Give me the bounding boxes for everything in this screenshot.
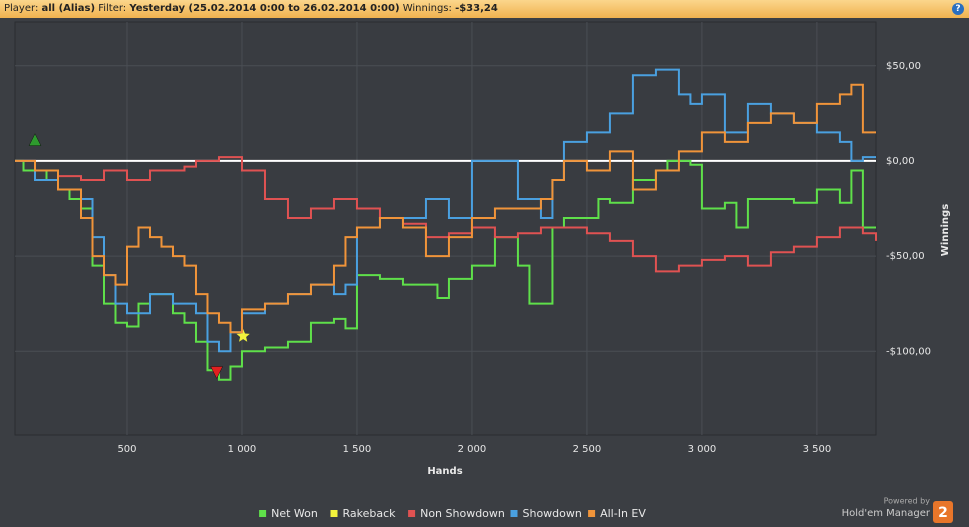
rakeback-marker xyxy=(236,329,250,342)
y-tick-label: -$50,00 xyxy=(886,251,925,262)
winnings: -$33,24 xyxy=(455,3,498,14)
y-axis-label: Winnings xyxy=(940,204,951,256)
y-tick-label: -$100,00 xyxy=(886,346,931,357)
legend-swatch xyxy=(259,510,267,517)
legend-label: Non Showdown xyxy=(420,507,505,520)
legend-swatch xyxy=(588,510,596,517)
legend-label: Showdown xyxy=(523,507,582,520)
x-tick-label: 3 500 xyxy=(803,444,832,455)
winnings-label: Winnings: xyxy=(402,3,452,14)
y-tick-label: $50,00 xyxy=(886,61,921,72)
x-tick-label: 2 000 xyxy=(458,444,487,455)
help-button[interactable]: ? xyxy=(952,3,964,15)
header-bar: Player: all (Alias) Filter: Yesterday (2… xyxy=(0,0,969,18)
legend-label: Net Won xyxy=(271,507,318,520)
legend-label: All-In EV xyxy=(600,507,646,520)
filter: Yesterday (25.02.2014 0:00 to 26.02.2014… xyxy=(129,3,400,14)
x-tick-label: 500 xyxy=(117,444,136,455)
player: all (Alias) xyxy=(41,3,96,14)
brand-version: 2 xyxy=(938,505,948,521)
legend-swatch xyxy=(510,510,518,517)
x-tick-label: 2 500 xyxy=(573,444,602,455)
x-axis-label: Hands xyxy=(427,466,462,477)
brand: Hold'em Manager xyxy=(842,508,931,519)
x-tick-label: 1 000 xyxy=(228,444,257,455)
legend-label: Rakeback xyxy=(343,507,397,520)
extreme-marker xyxy=(28,133,42,146)
filter-label: Filter: xyxy=(98,3,127,14)
plot-area xyxy=(14,21,877,436)
extreme-marker xyxy=(210,366,224,380)
series-line xyxy=(15,68,876,353)
series-line xyxy=(15,156,877,273)
x-tick-label: 1 500 xyxy=(343,444,372,455)
y-tick-label: $0,00 xyxy=(886,156,915,167)
legend-swatch xyxy=(408,510,416,517)
series-line xyxy=(15,83,876,334)
brand-logo xyxy=(933,501,953,523)
powered-by: Powered by xyxy=(884,497,931,506)
series-line xyxy=(15,159,876,381)
legend-swatch xyxy=(330,510,338,517)
player-label: Player: xyxy=(4,3,39,14)
x-tick-label: 3 000 xyxy=(688,444,717,455)
